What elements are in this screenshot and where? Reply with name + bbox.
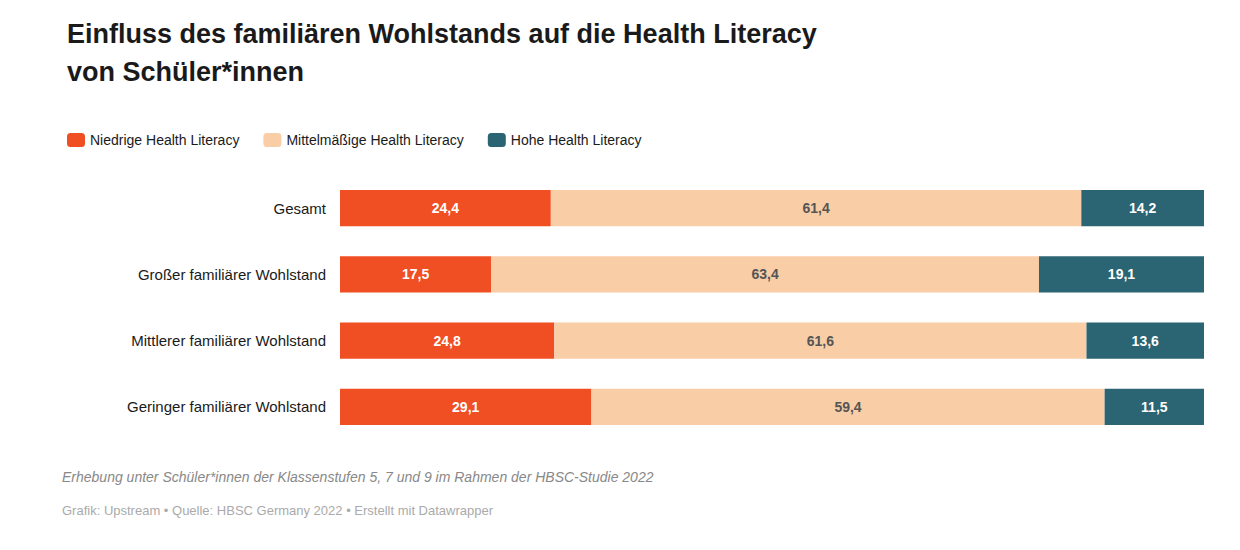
svg-text:13,6: 13,6 [1132, 333, 1159, 349]
svg-text:17,5: 17,5 [402, 266, 429, 282]
svg-text:61,4: 61,4 [802, 200, 829, 216]
svg-text:Erhebung unter Schüler*innen d: Erhebung unter Schüler*innen der Klassen… [62, 469, 654, 485]
svg-text:Gesamt: Gesamt [273, 200, 326, 217]
svg-text:Grafik: Upstream • Quelle: HBS: Grafik: Upstream • Quelle: HBSC Germany … [62, 503, 494, 518]
svg-text:24,8: 24,8 [434, 333, 461, 349]
svg-text:29,1: 29,1 [452, 399, 479, 415]
svg-text:14,2: 14,2 [1129, 200, 1156, 216]
svg-text:Mittlerer familiärer Wohlstand: Mittlerer familiärer Wohlstand [131, 332, 326, 349]
svg-text:63,4: 63,4 [751, 266, 778, 282]
svg-text:Großer familiärer Wohlstand: Großer familiärer Wohlstand [138, 266, 326, 283]
svg-text:von Schüler*innen: von Schüler*innen [67, 57, 304, 87]
svg-text:19,1: 19,1 [1108, 266, 1135, 282]
svg-text:Hohe Health Literacy: Hohe Health Literacy [511, 132, 642, 148]
svg-text:Geringer familiärer Wohlstand: Geringer familiärer Wohlstand [127, 398, 326, 415]
svg-text:Niedrige Health Literacy: Niedrige Health Literacy [90, 132, 239, 148]
svg-text:Mittelmäßige Health Literacy: Mittelmäßige Health Literacy [286, 132, 463, 148]
svg-text:24,4: 24,4 [432, 200, 459, 216]
svg-text:61,6: 61,6 [807, 333, 834, 349]
svg-text:Einfluss des familiären Wohlst: Einfluss des familiären Wohlstands auf d… [67, 19, 817, 49]
svg-text:11,5: 11,5 [1141, 399, 1168, 415]
svg-text:59,4: 59,4 [834, 399, 861, 415]
